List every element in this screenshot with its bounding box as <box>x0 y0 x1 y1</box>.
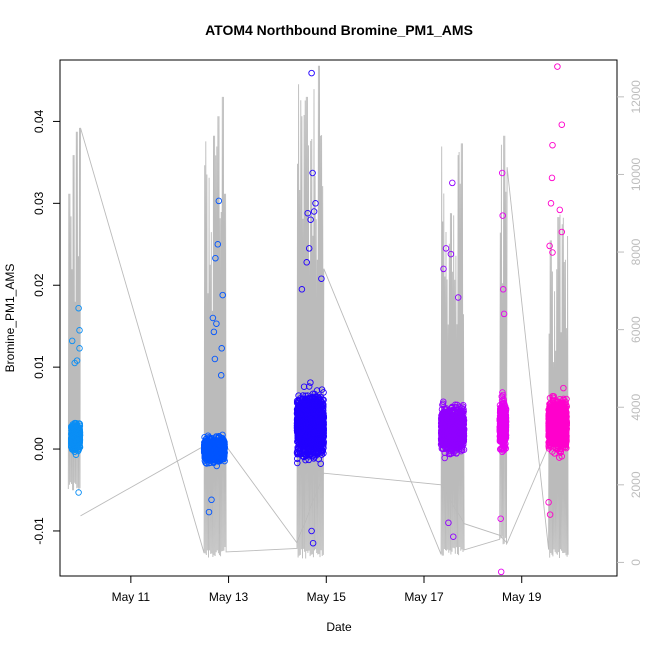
data-point <box>217 453 225 461</box>
data-point <box>201 433 208 441</box>
data-point <box>211 455 218 463</box>
data-point <box>209 314 217 322</box>
data-point <box>210 328 218 336</box>
data-point <box>75 434 83 442</box>
data-point <box>203 435 210 443</box>
data-points <box>68 63 570 576</box>
data-point <box>217 442 224 449</box>
data-point <box>73 425 81 432</box>
data-point <box>75 489 82 496</box>
data-point <box>208 496 215 504</box>
data-point <box>217 448 224 456</box>
data-point <box>215 197 223 205</box>
data-point <box>76 345 83 352</box>
data-point <box>75 304 82 312</box>
chart-title: ATOM4 Northbound Bromine_PM1_AMS <box>205 22 473 38</box>
data-point <box>213 449 221 457</box>
data-point <box>75 445 82 453</box>
altitude-line <box>67 65 569 559</box>
data-point <box>68 437 75 444</box>
data-point <box>497 568 505 576</box>
data-point <box>205 508 213 516</box>
data-point <box>217 372 225 379</box>
data-point <box>76 432 84 439</box>
data-point <box>205 446 212 453</box>
x-axis-label: Date <box>326 620 352 634</box>
data-point <box>73 434 80 441</box>
data-point <box>211 355 219 363</box>
data-point <box>308 69 315 77</box>
altitude-series <box>67 65 569 559</box>
data-point <box>218 345 225 352</box>
data-point <box>68 434 75 441</box>
plot-frame <box>59 59 618 577</box>
data-point <box>212 254 219 262</box>
data-point <box>213 320 220 327</box>
data-point <box>207 436 215 443</box>
data-point <box>220 443 227 451</box>
data-point <box>449 179 456 187</box>
data-point <box>72 444 80 452</box>
data-point <box>217 437 225 445</box>
data-point <box>220 437 227 445</box>
data-point <box>203 449 210 457</box>
y-axis-label: Bromine_PM1_AMS <box>3 264 17 373</box>
data-point <box>76 420 83 427</box>
data-point <box>214 241 222 248</box>
data-point <box>76 327 83 334</box>
data-point <box>73 357 81 364</box>
data-point <box>71 427 79 434</box>
data-point <box>68 337 76 345</box>
data-point <box>219 291 226 299</box>
